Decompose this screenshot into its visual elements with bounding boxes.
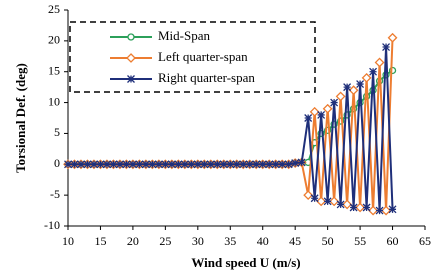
marker [141,160,150,169]
marker [102,160,111,169]
marker [348,85,359,96]
y-tick-label: 15 [48,63,60,77]
marker [219,160,228,169]
marker [303,190,314,201]
x-tick-label: 40 [257,234,269,248]
marker [291,159,300,168]
marker [309,106,320,117]
marker [368,205,378,216]
marker [180,160,189,169]
marker [252,160,261,169]
marker [330,98,339,107]
marker [362,203,371,212]
marker [329,196,340,207]
y-tick-label: 5 [54,125,60,139]
marker [64,160,72,169]
y-axis-label: Torsional Def. (deg) [13,63,28,173]
marker [322,103,333,114]
marker [148,160,157,169]
marker [193,160,202,169]
marker [388,205,397,214]
marker [369,67,378,76]
marker [361,72,372,83]
y-tick-label: 10 [48,94,60,108]
marker [355,202,366,213]
marker [265,160,274,169]
marker [382,43,391,51]
x-axis-label: Wind speed U (m/s) [191,255,300,270]
marker [232,160,241,169]
y-tick-label: -10 [44,218,60,232]
marker [135,160,144,169]
marker [77,160,85,169]
marker [128,160,137,169]
x-tick-label: 25 [159,234,171,248]
x-tick-label: 35 [224,234,236,248]
marker [375,206,384,215]
marker [387,32,398,43]
marker [90,160,98,169]
legend-marker [126,53,136,63]
marker [381,205,391,216]
marker [316,196,327,207]
marker [213,160,222,169]
marker [349,203,358,212]
x-tick-label: 10 [62,234,74,248]
marker [187,160,196,169]
x-tick-label: 20 [127,234,139,248]
legend-marker [127,33,135,41]
marker [96,160,105,169]
marker [161,160,170,169]
marker [239,160,248,169]
marker [258,160,267,169]
legend-label: Left quarter-span [158,49,248,64]
marker [109,160,118,169]
marker [206,160,215,169]
legend-label: Right quarter-span [158,70,255,85]
marker [154,160,163,169]
x-tick-label: 15 [94,234,106,248]
marker [310,194,319,203]
marker [271,160,280,169]
x-tick-label: 50 [322,234,334,248]
marker [70,160,79,169]
marker [374,57,385,68]
marker [226,160,235,169]
marker [335,91,346,102]
legend-label: Mid-Span [158,28,211,43]
marker [278,160,287,169]
marker [245,160,254,169]
x-tick-label: 45 [289,234,301,248]
marker [200,160,209,169]
marker [323,197,332,206]
marker [304,114,313,122]
marker [297,158,306,167]
marker [317,110,326,119]
marker [83,160,92,169]
marker [167,160,176,169]
marker [284,160,293,169]
y-tick-label: 25 [48,2,60,16]
x-tick-label: 30 [192,234,204,248]
x-tick-label: 65 [419,234,431,248]
y-tick-label: 20 [48,33,60,47]
marker [336,200,345,209]
marker [115,160,124,169]
x-tick-label: 60 [387,234,399,248]
y-tick-label: -5 [50,187,60,201]
x-tick-label: 55 [354,234,366,248]
marker [343,83,352,92]
marker [356,80,365,89]
y-tick-label: 0 [54,156,60,170]
marker [122,160,131,169]
marker [174,160,183,169]
marker [342,199,353,210]
legend-marker [127,75,135,83]
